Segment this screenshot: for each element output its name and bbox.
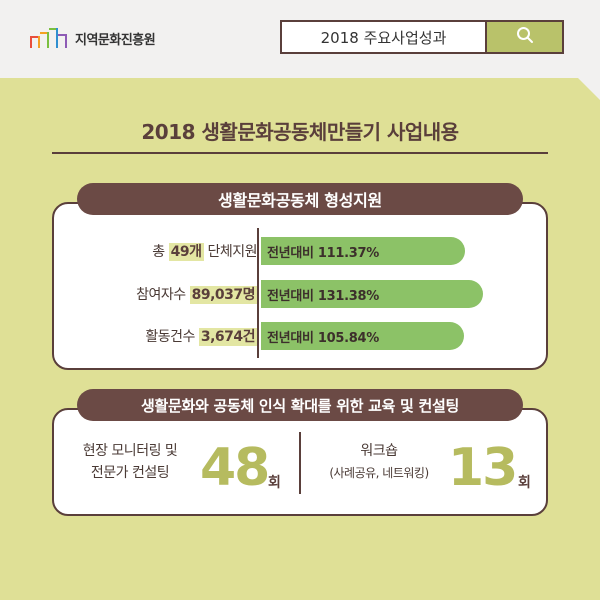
stat-label-monitoring: 현장 모니터링 및 전문가 컨설팅	[64, 440, 196, 484]
row-highlight: 3,674건	[198, 328, 257, 346]
search-bar	[280, 20, 564, 54]
monitoring-count: 48	[200, 438, 270, 498]
row-suffix: 단체지원	[203, 244, 257, 260]
monitoring-unit: 회	[268, 475, 281, 491]
stat-label-line: 워크숍	[360, 443, 398, 459]
workshop-count: 13	[448, 438, 518, 498]
logo[interactable]: 지역문화진흥원	[30, 28, 156, 48]
growth-bar: 전년대비 105.84%	[261, 322, 464, 350]
stat-label-line: 현장 모니터링 및	[82, 443, 178, 459]
header-corner-fold	[578, 78, 600, 100]
stat-row: 총 49개 단체지원	[52, 237, 272, 265]
row-label: 활동건수 3,674건	[145, 326, 257, 346]
page-title: 2018 생활문화공동체만들기 사업내용	[141, 120, 459, 144]
section1-divider	[257, 228, 259, 358]
stat-label-line: 전문가 컨설팅	[90, 465, 170, 481]
section2-title: 생활문화와 공동체 인식 확대를 위한 교육 및 컨설팅	[77, 389, 523, 421]
search-input[interactable]	[282, 22, 485, 52]
title-divider	[52, 152, 548, 154]
row-highlight: 49개	[168, 243, 204, 261]
row-label: 총 49개 단체지원	[152, 241, 258, 261]
row-prefix: 활동건수	[145, 329, 199, 345]
stat-label-line: (사례공유, 네트워킹)	[329, 466, 429, 480]
section1-title: 생활문화공동체 형성지원	[77, 183, 523, 215]
stat-label-workshop: 워크숍 (사례공유, 네트워킹)	[314, 440, 444, 484]
search-button[interactable]	[485, 22, 562, 52]
search-icon	[516, 26, 534, 48]
org-logo-icon	[30, 28, 68, 48]
row-label: 참여자수 89,037명	[136, 284, 257, 304]
growth-bar: 전년대비 111.37%	[261, 237, 465, 265]
header: 지역문화진흥원	[0, 0, 600, 78]
row-highlight: 89,037명	[189, 286, 257, 304]
section2-divider	[299, 432, 301, 494]
growth-bar: 전년대비 131.38%	[261, 280, 483, 308]
row-prefix: 총	[152, 244, 169, 260]
logo-text: 지역문화진흥원	[75, 32, 156, 48]
stat-row: 참여자수 89,037명	[52, 280, 272, 308]
stat-row: 활동건수 3,674건	[52, 322, 272, 350]
workshop-unit: 회	[518, 475, 531, 491]
row-prefix: 참여자수	[136, 287, 190, 303]
